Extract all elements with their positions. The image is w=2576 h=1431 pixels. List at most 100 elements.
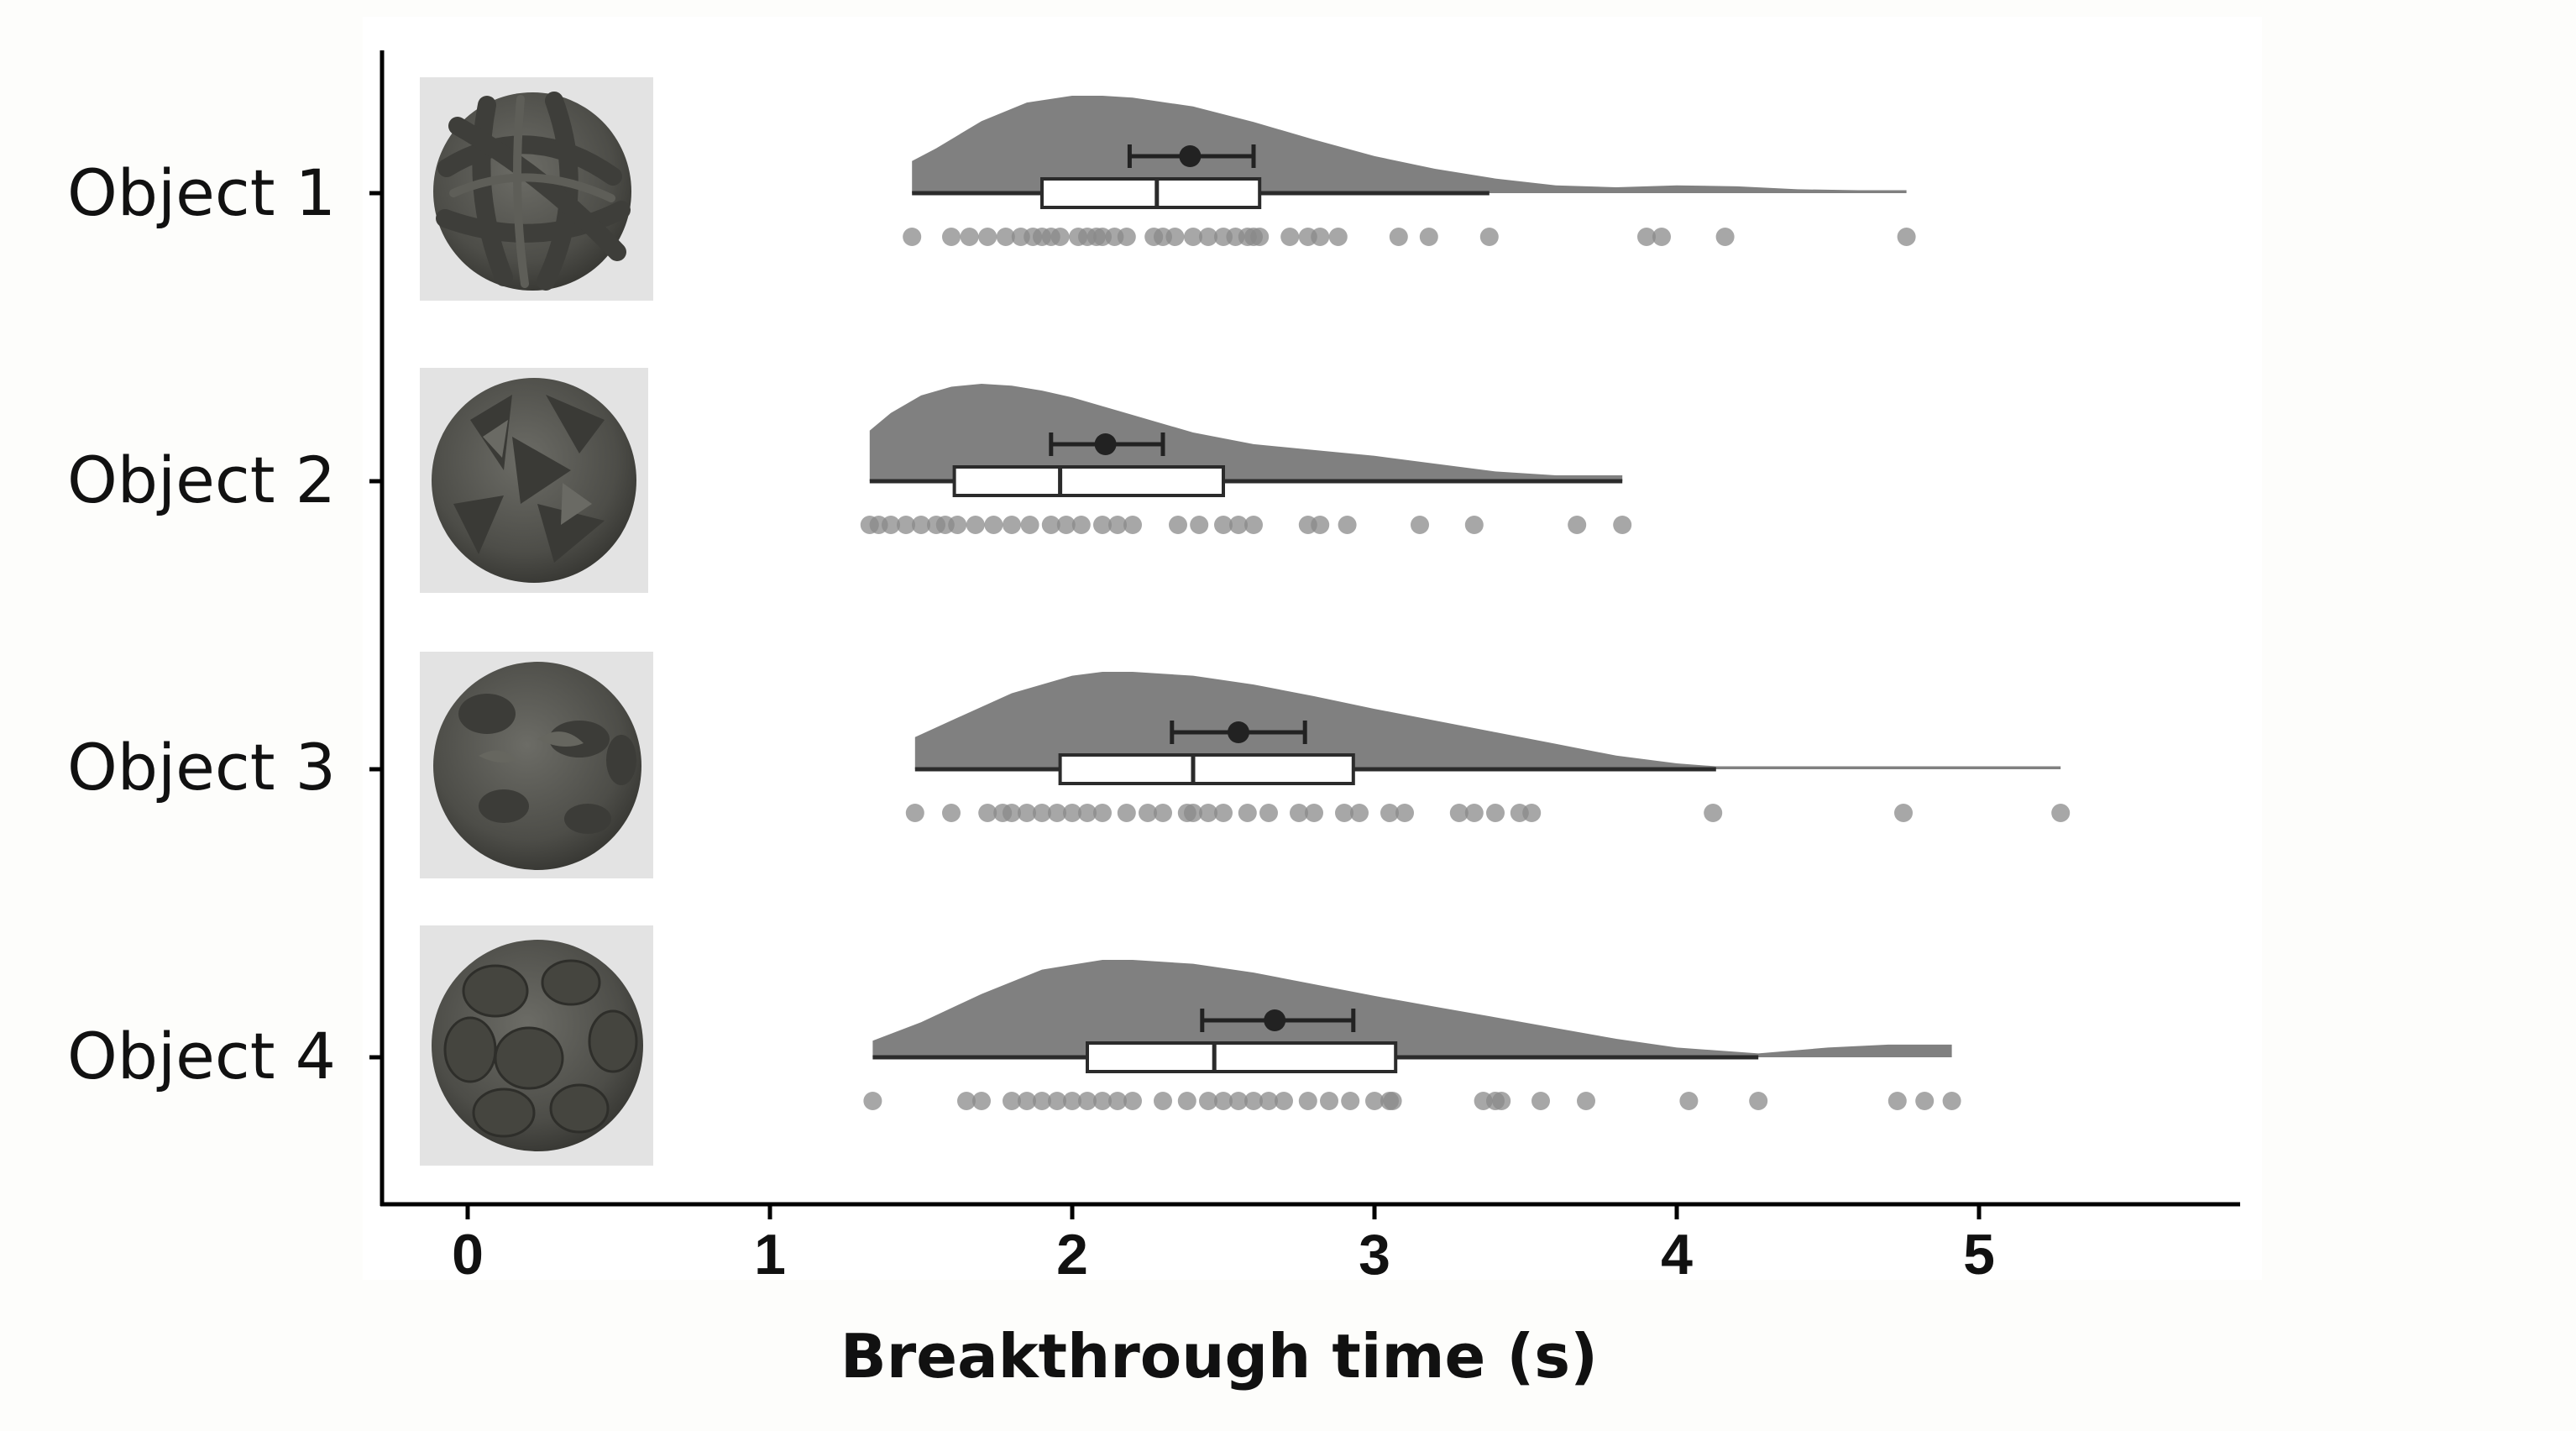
data-point (882, 516, 900, 534)
data-point (966, 516, 985, 534)
mean-point (1179, 145, 1202, 167)
category-label-2: Object 2 (67, 443, 336, 517)
data-point (1492, 1092, 1511, 1110)
data-point (1214, 804, 1233, 822)
data-point (1486, 804, 1505, 822)
data-point (905, 804, 924, 822)
x-tick-label-3: 3 (1359, 1223, 1390, 1287)
data-point (1522, 804, 1542, 822)
data-point (1199, 228, 1217, 246)
data-point (1350, 804, 1369, 822)
data-point (1380, 804, 1399, 822)
chart-marks (860, 96, 2071, 1110)
category-label-4: Object 4 (67, 1019, 336, 1093)
data-point (1749, 1092, 1768, 1110)
data-point (1003, 516, 1021, 534)
data-point (1479, 228, 1499, 246)
series-1 (903, 96, 1916, 246)
series-4 (863, 960, 1961, 1110)
x-tick-label-5: 5 (1963, 1223, 1995, 1287)
data-point (1184, 228, 1202, 246)
data-point (1154, 804, 1172, 822)
data-point (978, 228, 997, 246)
data-point (1003, 804, 1021, 822)
data-point (1383, 1092, 1402, 1110)
data-point (1041, 516, 1060, 534)
data-point (942, 228, 961, 246)
data-point (1190, 516, 1209, 534)
data-point (1078, 804, 1097, 822)
data-point (1123, 1092, 1142, 1110)
data-point (984, 516, 1003, 534)
mean-point (1094, 433, 1117, 455)
data-point (1056, 516, 1076, 534)
data-point (1320, 1092, 1338, 1110)
y-ticks (369, 191, 382, 1060)
data-point (1033, 1092, 1051, 1110)
data-point (1244, 516, 1263, 534)
data-point (1108, 1092, 1127, 1110)
data-point (903, 228, 922, 246)
data-point (1214, 1092, 1233, 1110)
data-point (1531, 1092, 1550, 1110)
data-point (897, 516, 915, 534)
data-point (1389, 228, 1408, 246)
data-point (1093, 804, 1112, 822)
data-point (912, 516, 930, 534)
data-point (1259, 1092, 1278, 1110)
data-point (1464, 516, 1484, 534)
data-point (1335, 804, 1353, 822)
data-point (1123, 516, 1142, 534)
data-point (1093, 1092, 1112, 1110)
data-point (1259, 804, 1278, 822)
data-point (1229, 1092, 1248, 1110)
data-point (960, 228, 979, 246)
data-point (2051, 804, 2071, 822)
data-point (1003, 1092, 1021, 1110)
data-point (1020, 516, 1039, 534)
data-point (1311, 228, 1330, 246)
data-point (1071, 516, 1091, 534)
data-point (948, 516, 967, 534)
data-point (1139, 804, 1157, 822)
data-point (1942, 1092, 1961, 1110)
x-tick-label-4: 4 (1661, 1223, 1693, 1287)
mean-point (1264, 1009, 1286, 1031)
data-point (1018, 1092, 1036, 1110)
data-point (1033, 804, 1051, 822)
data-point (1328, 228, 1348, 246)
data-point (1411, 516, 1429, 534)
object-3-render (420, 652, 653, 878)
data-point (1897, 228, 1916, 246)
box (1086, 1041, 1398, 1073)
data-point (1184, 804, 1202, 822)
data-point (1229, 516, 1248, 534)
data-point (1078, 1092, 1097, 1110)
data-point (972, 1092, 991, 1110)
data-point (1050, 228, 1070, 246)
data-point (1093, 516, 1112, 534)
data-point (1063, 1092, 1081, 1110)
data-point (1154, 1092, 1172, 1110)
box (1040, 177, 1262, 209)
density-cloud (912, 96, 1907, 193)
data-point (1365, 1092, 1384, 1110)
density-cloud (869, 384, 1623, 481)
data-point (1679, 1092, 1699, 1110)
data-point (1577, 1092, 1595, 1110)
data-point (1280, 228, 1300, 246)
object-1-render (420, 77, 653, 301)
data-point (1169, 516, 1187, 534)
x-ticks: 0 1 2 3 4 5 (452, 1204, 1995, 1287)
data-point (1018, 804, 1036, 822)
mean-point (1228, 721, 1249, 743)
data-point (1395, 804, 1414, 822)
data-point (1652, 228, 1671, 246)
data-point (1419, 228, 1438, 246)
data-point (1449, 804, 1469, 822)
data-point (978, 804, 997, 822)
data-point (1199, 1092, 1217, 1110)
data-point (1341, 1092, 1360, 1110)
data-point (1311, 516, 1330, 534)
